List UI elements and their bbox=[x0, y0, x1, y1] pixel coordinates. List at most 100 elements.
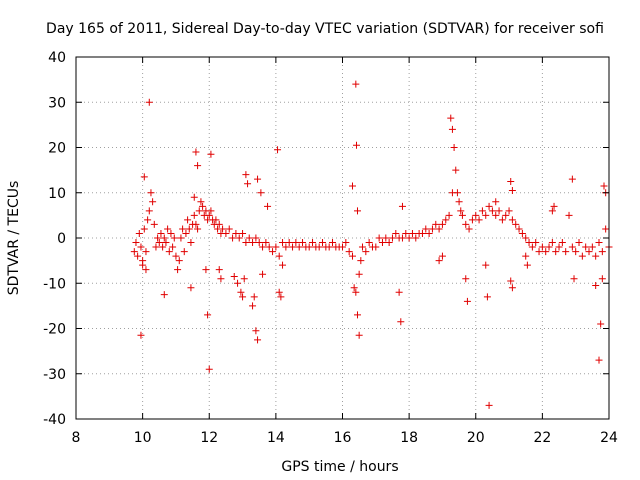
data-point bbox=[468, 216, 476, 224]
data-point bbox=[250, 293, 258, 301]
data-point bbox=[492, 211, 500, 219]
data-point bbox=[262, 239, 270, 247]
chart-title: Day 165 of 2011, Sidereal Day-to-day VTE… bbox=[46, 21, 604, 37]
data-point bbox=[592, 282, 600, 290]
y-tick-label: -30 bbox=[43, 367, 66, 383]
data-point bbox=[202, 266, 210, 274]
x-tick-label: 22 bbox=[533, 430, 551, 446]
x-tick-label: 16 bbox=[334, 430, 352, 446]
data-point bbox=[274, 146, 282, 154]
data-point bbox=[150, 220, 158, 228]
data-point bbox=[463, 297, 471, 305]
data-point bbox=[277, 293, 285, 301]
x-tick-label: 12 bbox=[200, 430, 218, 446]
data-point bbox=[397, 318, 405, 326]
data-point bbox=[222, 229, 230, 237]
data-point bbox=[378, 239, 386, 247]
data-point bbox=[455, 198, 463, 206]
data-point bbox=[438, 252, 446, 260]
data-point bbox=[545, 243, 553, 251]
data-point bbox=[485, 202, 493, 210]
data-point bbox=[289, 243, 297, 251]
data-point bbox=[245, 234, 253, 242]
data-point bbox=[595, 356, 603, 364]
y-tick-label: 10 bbox=[48, 186, 66, 202]
data-point bbox=[352, 288, 360, 296]
data-point bbox=[255, 239, 263, 247]
data-point bbox=[229, 234, 237, 242]
y-tick-label: -20 bbox=[43, 322, 66, 338]
data-point bbox=[160, 291, 168, 299]
data-point bbox=[244, 180, 252, 188]
data-point bbox=[299, 239, 307, 247]
data-point bbox=[204, 311, 212, 319]
data-point bbox=[575, 239, 583, 247]
axes: 8 10 12 14 16 18 20 22 24 -40 -30 -20 -10 0 10 20 30 40 bbox=[43, 50, 618, 446]
data-point bbox=[442, 216, 450, 224]
x-tick-label: 18 bbox=[400, 430, 418, 446]
data-point bbox=[418, 229, 426, 237]
data-point bbox=[457, 207, 465, 215]
data-point bbox=[265, 243, 273, 251]
data-point bbox=[225, 225, 233, 233]
data-point bbox=[352, 80, 360, 88]
data-point bbox=[382, 234, 390, 242]
data-point bbox=[172, 252, 180, 260]
data-point bbox=[269, 248, 277, 256]
data-point bbox=[144, 216, 152, 224]
data-point bbox=[482, 211, 490, 219]
data-point bbox=[568, 175, 576, 183]
data-point bbox=[502, 211, 510, 219]
data-point bbox=[350, 284, 358, 292]
data-point bbox=[542, 248, 550, 256]
data-point bbox=[435, 257, 443, 265]
data-point bbox=[305, 243, 313, 251]
data-point bbox=[375, 234, 383, 242]
data-point bbox=[357, 257, 365, 265]
data-point bbox=[179, 225, 187, 233]
data-point bbox=[345, 248, 353, 256]
data-point bbox=[232, 229, 240, 237]
data-point bbox=[508, 284, 516, 292]
data-point bbox=[508, 216, 516, 224]
data-point bbox=[388, 234, 396, 242]
data-point bbox=[452, 166, 460, 174]
data-point bbox=[342, 239, 350, 247]
data-point bbox=[428, 225, 436, 233]
data-point bbox=[137, 243, 145, 251]
data-point bbox=[315, 243, 323, 251]
data-point bbox=[572, 248, 580, 256]
data-point bbox=[453, 189, 461, 197]
data-point bbox=[184, 216, 192, 224]
data-point bbox=[588, 243, 596, 251]
data-point bbox=[592, 252, 600, 260]
data-point bbox=[282, 243, 290, 251]
x-tick-label: 8 bbox=[72, 430, 81, 446]
data-point bbox=[190, 193, 198, 201]
data-point bbox=[259, 243, 267, 251]
data-point bbox=[450, 144, 458, 151]
y-tick-label: -10 bbox=[43, 276, 66, 292]
data-point bbox=[187, 284, 195, 292]
y-tick-label: 20 bbox=[48, 141, 66, 157]
data-point bbox=[292, 239, 300, 247]
data-point bbox=[309, 239, 317, 247]
x-axis-label: GPS time / hours bbox=[281, 459, 398, 475]
data-point bbox=[180, 248, 188, 256]
data-point bbox=[145, 207, 153, 215]
data-point bbox=[535, 248, 543, 256]
data-point bbox=[365, 239, 373, 247]
data-point bbox=[194, 162, 202, 170]
data-point bbox=[498, 216, 506, 224]
data-point bbox=[215, 220, 223, 228]
data-point bbox=[252, 327, 260, 335]
data-point bbox=[272, 243, 280, 251]
data-point bbox=[169, 243, 177, 251]
data-point bbox=[207, 150, 215, 158]
data-point bbox=[192, 148, 200, 156]
data-point bbox=[174, 266, 182, 274]
x-tick-label: 24 bbox=[600, 430, 618, 446]
data-point bbox=[135, 229, 143, 237]
data-point bbox=[239, 293, 247, 301]
data-point bbox=[525, 239, 533, 247]
